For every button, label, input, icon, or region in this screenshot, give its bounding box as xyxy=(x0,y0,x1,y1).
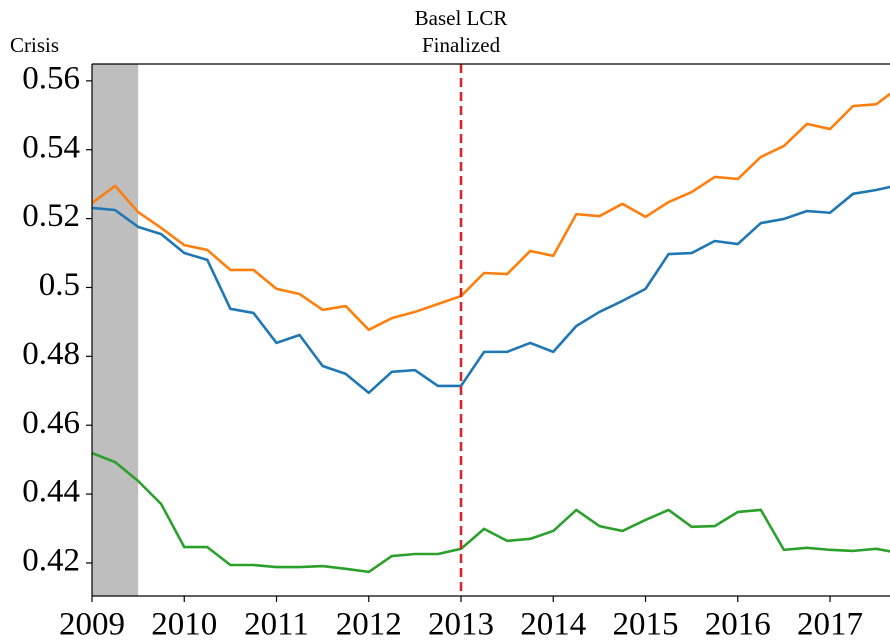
x-tick-label: 2015 xyxy=(613,607,679,643)
x-tick-label: 2017 xyxy=(797,607,863,643)
y-tick-label: 0.52 xyxy=(22,198,80,234)
event-label: Finalized xyxy=(422,33,501,57)
plot-area xyxy=(92,64,890,596)
series-line xyxy=(92,451,890,574)
x-tick-label: 2011 xyxy=(244,607,309,643)
event-label: Basel LCR xyxy=(415,6,508,30)
x-tick-label: 2016 xyxy=(705,607,771,643)
crisis-label: Crisis xyxy=(10,33,59,57)
x-tick-label: 2009 xyxy=(59,607,125,643)
x-tick-label: 2010 xyxy=(151,607,217,643)
y-tick-label: 0.46 xyxy=(22,405,80,441)
x-tick-label: 2014 xyxy=(520,607,586,643)
y-tick-label: 0.54 xyxy=(22,129,80,165)
y-tick-label: 0.56 xyxy=(22,60,80,96)
y-tick-label: 0.5 xyxy=(39,267,80,303)
series-line xyxy=(92,92,890,332)
crisis-shade xyxy=(92,64,139,596)
x-tick-label: 2013 xyxy=(428,607,494,643)
y-tick-label: 0.44 xyxy=(22,474,80,510)
y-tick-label: 0.42 xyxy=(22,543,80,579)
series-line xyxy=(92,185,890,395)
y-tick-label: 0.48 xyxy=(22,336,80,372)
x-tick-label: 2012 xyxy=(336,607,402,643)
